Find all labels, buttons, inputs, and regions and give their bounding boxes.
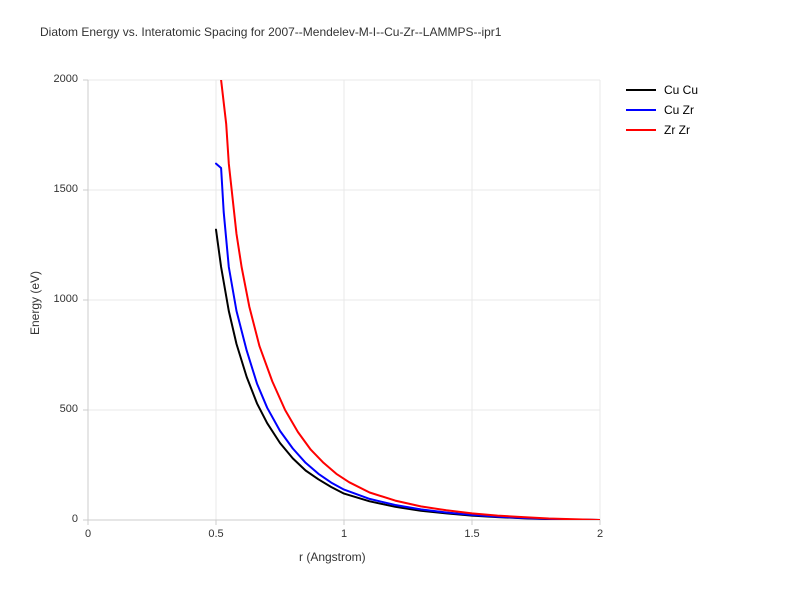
legend: Cu Cu Cu Zr Zr Zr (626, 82, 698, 142)
x-tick-label: 2 (585, 528, 615, 540)
x-tick-label: 1 (329, 528, 359, 540)
legend-item[interactable]: Zr Zr (626, 122, 698, 138)
legend-label: Zr Zr (664, 123, 690, 137)
y-tick-label: 2000 (54, 73, 78, 85)
x-tick-label: 0 (73, 528, 103, 540)
y-tick-label: 500 (60, 403, 78, 415)
y-tick-label: 0 (72, 513, 78, 525)
series-line (216, 230, 600, 520)
legend-swatch (626, 129, 656, 131)
legend-item[interactable]: Cu Cu (626, 82, 698, 98)
legend-item[interactable]: Cu Zr (626, 102, 698, 118)
legend-label: Cu Zr (664, 103, 694, 117)
y-tick-label: 1000 (54, 293, 78, 305)
legend-swatch (626, 109, 656, 111)
chart-title: Diatom Energy vs. Interatomic Spacing fo… (40, 25, 501, 39)
x-axis-label: r (Angstrom) (299, 550, 366, 564)
x-tick-label: 1.5 (457, 528, 487, 540)
legend-label: Cu Cu (664, 83, 698, 97)
legend-swatch (626, 89, 656, 91)
x-tick-label: 0.5 (201, 528, 231, 540)
series-line (216, 164, 600, 520)
y-tick-label: 1500 (54, 183, 78, 195)
y-axis-label: Energy (eV) (28, 271, 42, 335)
